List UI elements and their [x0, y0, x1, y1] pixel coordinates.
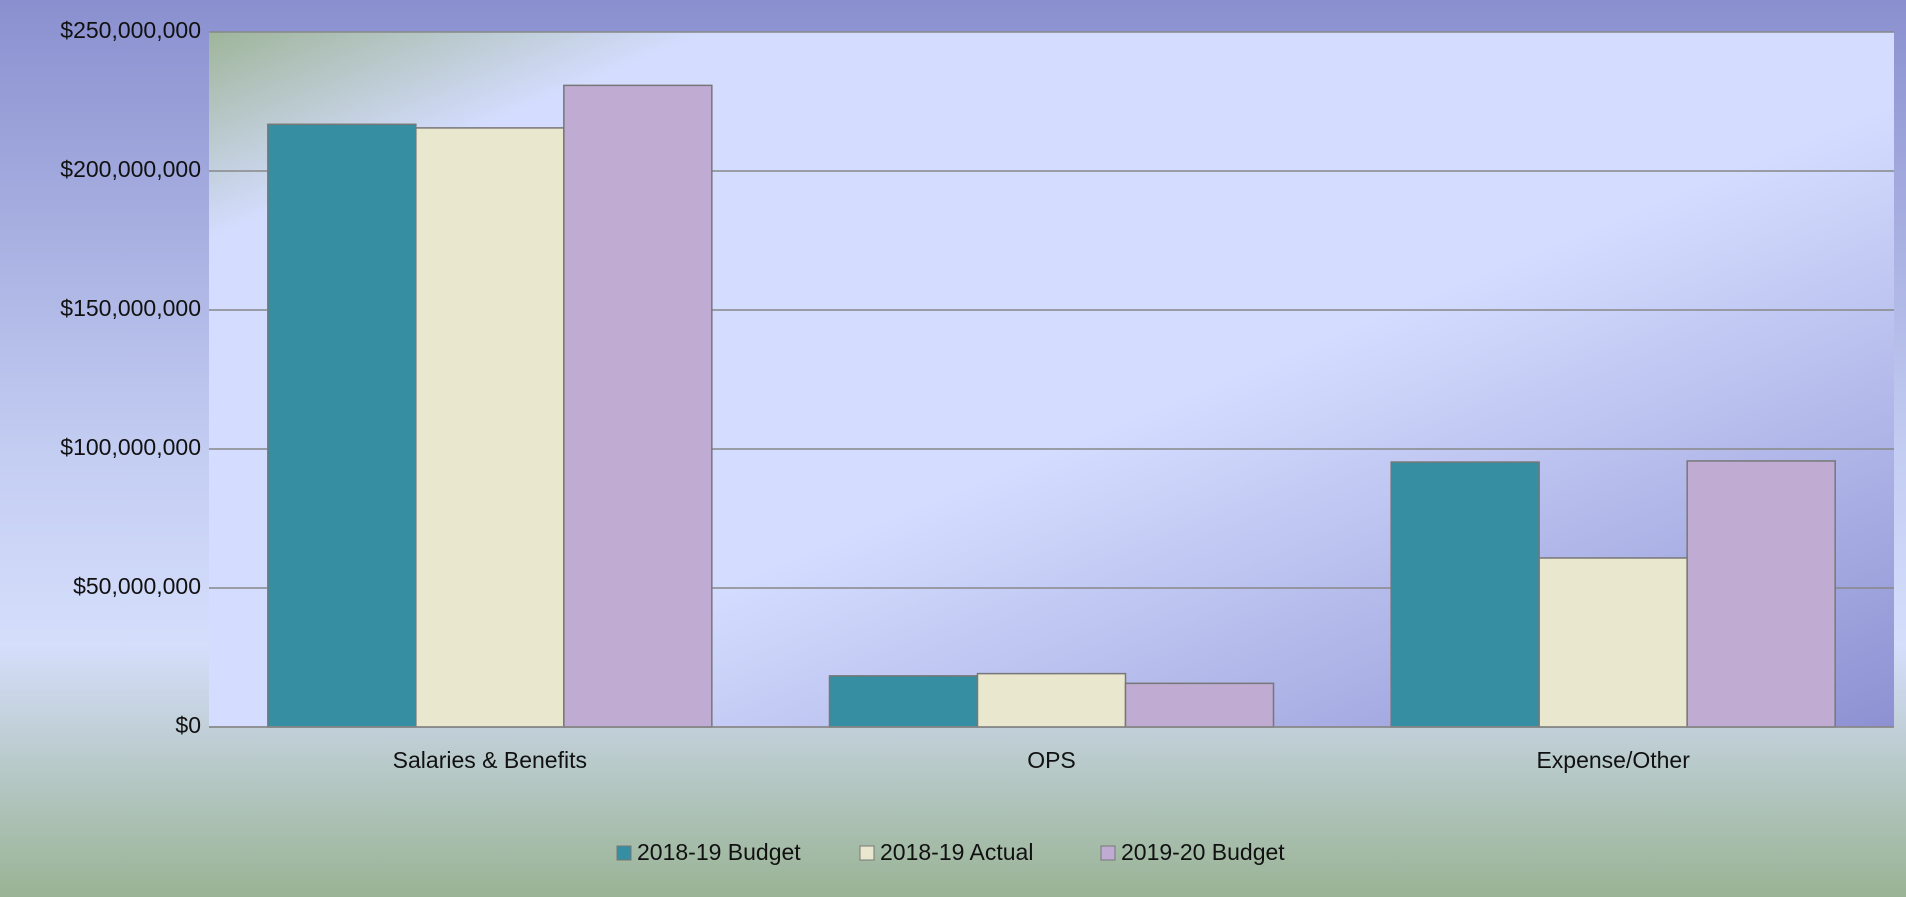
bar — [1686, 460, 1836, 728]
y-tick-label: $150,000,000 — [60, 295, 201, 321]
legend-swatch — [859, 845, 875, 861]
bar — [828, 675, 979, 728]
y-tick-label: $50,000,000 — [73, 573, 201, 599]
legend-swatch — [616, 845, 632, 861]
y-tick-label: $250,000,000 — [60, 17, 201, 43]
bar — [1390, 461, 1540, 728]
bar — [563, 84, 713, 728]
x-tick-label: OPS — [1027, 747, 1076, 773]
y-tick-label: $0 — [175, 712, 201, 738]
legend-label: 2018-19 Budget — [637, 839, 801, 865]
x-tick-label: Expense/Other — [1536, 747, 1690, 773]
bar — [415, 127, 565, 728]
bar — [1538, 557, 1688, 728]
bar — [267, 123, 417, 728]
y-tick-label: $200,000,000 — [60, 156, 201, 182]
y-tick-label: $100,000,000 — [60, 434, 201, 460]
bar — [976, 672, 1127, 728]
legend-label: 2019-20 Budget — [1121, 839, 1285, 865]
legend-swatch — [1100, 845, 1116, 861]
legend-label: 2018-19 Actual — [880, 839, 1033, 865]
bar — [1124, 682, 1275, 728]
x-tick-label: Salaries & Benefits — [393, 747, 587, 773]
